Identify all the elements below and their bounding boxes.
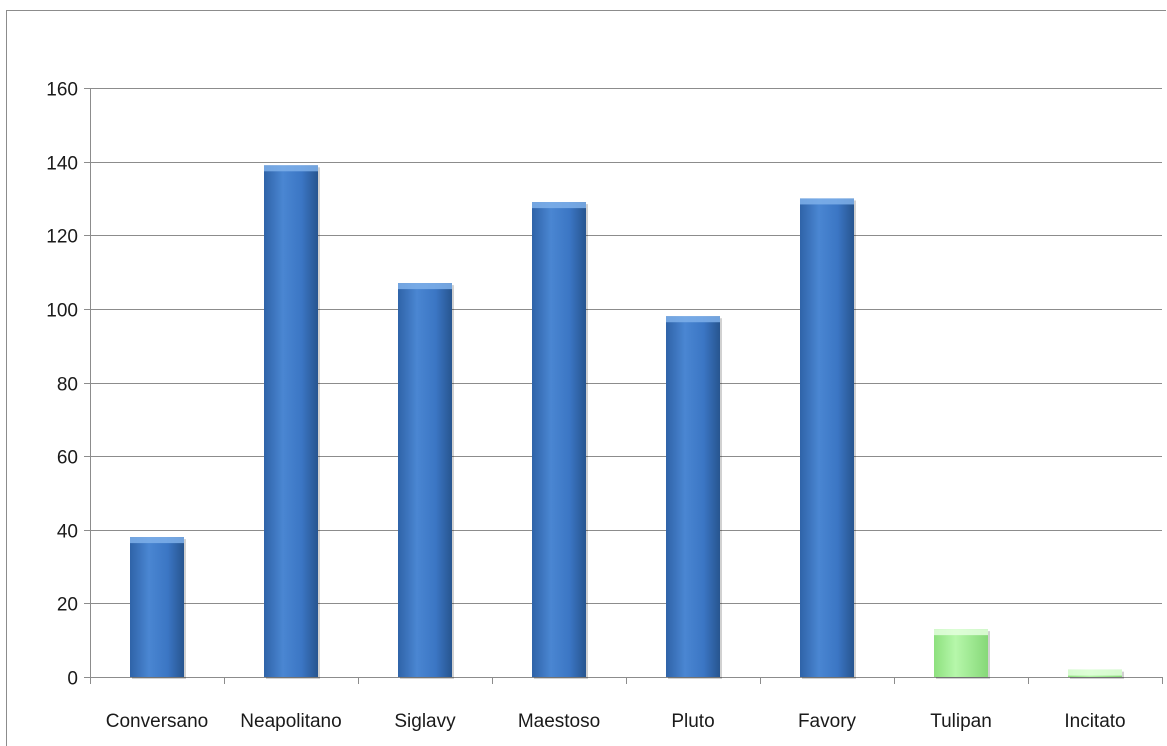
bar-neapolitano: [264, 165, 320, 679]
gridlines: [90, 88, 1162, 604]
bar-cap: [130, 537, 184, 544]
x-category-label: Favory: [798, 711, 857, 732]
y-tick-label: 100: [46, 301, 78, 322]
bar-cap: [1068, 669, 1122, 676]
bar-tulipan: [934, 629, 990, 679]
bar-body: [532, 202, 586, 677]
bar-incitato: [1068, 669, 1124, 679]
bar-conversano: [130, 537, 186, 679]
bar-body: [398, 283, 452, 677]
bar-cap: [666, 316, 720, 323]
chart-frame: [6, 10, 1166, 746]
x-category-labels: Conversano Neapolitano Siglavy Maestoso Plut…: [106, 711, 1126, 732]
x-category-label: Conversano: [106, 711, 208, 732]
bar-cap: [398, 283, 452, 290]
x-category-label: Incitato: [1064, 711, 1125, 732]
bar-cap: [934, 629, 988, 636]
bar-body: [130, 537, 184, 677]
y-tick-labels: 0 20 40 60 80 100 120 140 160: [46, 80, 78, 690]
x-category-label: Siglavy: [394, 711, 456, 732]
y-tick-label: 80: [57, 375, 78, 396]
x-category-label: Neapolitano: [240, 711, 341, 732]
y-tick-label: 20: [57, 595, 78, 616]
x-category-label: Maestoso: [518, 711, 600, 732]
y-tick-label: 60: [57, 448, 78, 469]
y-tick-label: 160: [46, 80, 78, 101]
axes: [84, 88, 1163, 684]
bar-cap: [532, 202, 586, 209]
bar-cap: [264, 165, 318, 172]
bar-pluto: [666, 316, 722, 679]
bar-body: [666, 316, 720, 677]
bar-body: [800, 198, 854, 677]
bar-siglavy: [398, 283, 454, 679]
y-tick-label: 120: [46, 227, 78, 248]
bar-maestoso: [532, 202, 588, 679]
bar-body: [934, 629, 988, 677]
bar-cap: [800, 198, 854, 205]
y-tick-label: 140: [46, 154, 78, 175]
x-category-label: Pluto: [671, 711, 714, 732]
y-tick-label: 0: [67, 669, 78, 690]
bar-body: [264, 165, 318, 677]
y-tick-label: 40: [57, 522, 78, 543]
bar-favory: [800, 198, 856, 679]
bars: [130, 165, 1124, 679]
x-category-label: Tulipan: [930, 711, 992, 732]
